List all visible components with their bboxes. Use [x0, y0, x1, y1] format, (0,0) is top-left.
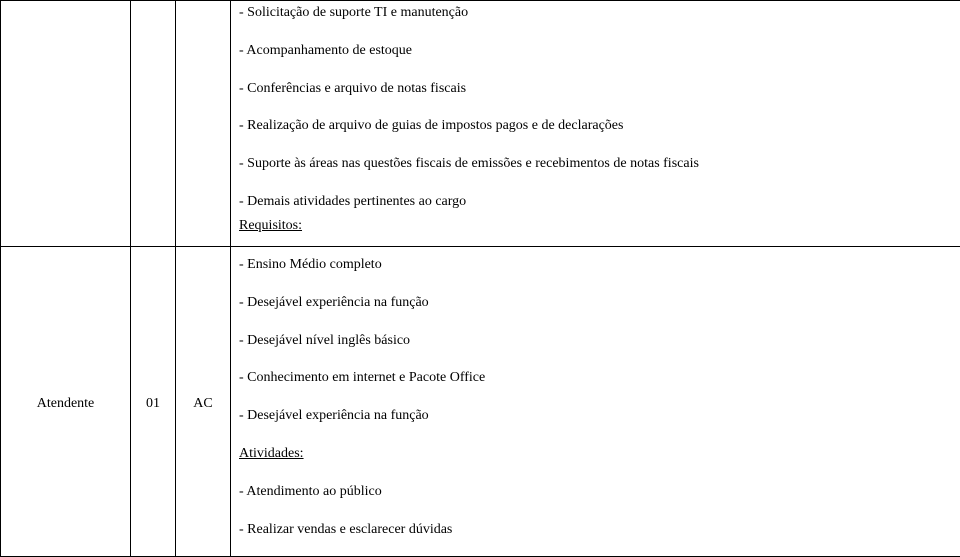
lower-line: - Ensino Médio completo	[239, 253, 952, 277]
lower-line: - Desejável experiência na função	[239, 404, 952, 428]
cell-code-upper	[176, 1, 231, 247]
atividade-line: - Realizar vendas e esclarecer dúvidas	[239, 518, 952, 542]
upper-line: - Conferências e arquivo de notas fiscai…	[239, 77, 952, 101]
lower-line: - Conhecimento em internet e Pacote Offi…	[239, 366, 952, 390]
cell-code: AC	[176, 247, 231, 557]
cell-role-upper	[1, 1, 131, 247]
requisitos-label: Requisitos:	[239, 214, 952, 238]
cell-qty-upper	[131, 1, 176, 247]
atividade-line: - Atendimento ao público	[239, 480, 952, 504]
cell-role: Atendente	[1, 247, 131, 557]
cell-desc-lower: - Ensino Médio completo - Desejável expe…	[231, 247, 960, 557]
cell-qty: 01	[131, 247, 176, 557]
table-row: Atendente 01 AC - Ensino Médio completo …	[1, 247, 960, 557]
cell-desc-upper: - Solicitação de suporte TI e manutenção…	[231, 1, 960, 247]
qty-label: 01	[131, 392, 175, 412]
lower-line: - Desejável experiência na função	[239, 291, 952, 315]
table-row: - Solicitação de suporte TI e manutenção…	[1, 1, 960, 247]
upper-line: - Suporte às áreas nas questões fiscais …	[239, 152, 952, 176]
lower-line: - Desejável nível inglês básico	[239, 329, 952, 353]
upper-line: - Acompanhamento de estoque	[239, 39, 952, 63]
upper-line: - Realização de arquivo de guias de impo…	[239, 114, 952, 138]
main-table: - Solicitação de suporte TI e manutenção…	[0, 0, 960, 557]
atividades-label: Atividades:	[239, 442, 952, 466]
document-page: - Solicitação de suporte TI e manutenção…	[0, 0, 960, 556]
code-label: AC	[176, 392, 230, 412]
upper-line: - Solicitação de suporte TI e manutenção	[239, 1, 952, 25]
upper-line: - Demais atividades pertinentes ao cargo	[239, 190, 952, 214]
role-label: Atendente	[1, 392, 130, 412]
